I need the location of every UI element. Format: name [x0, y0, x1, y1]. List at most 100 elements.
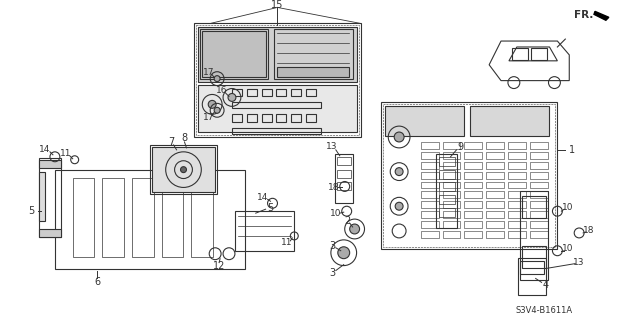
- Bar: [196, 25, 358, 135]
- Bar: [508, 162, 525, 169]
- Circle shape: [214, 76, 220, 82]
- Text: 10: 10: [561, 203, 573, 212]
- Bar: [530, 142, 547, 149]
- Bar: [465, 221, 482, 228]
- Bar: [381, 102, 557, 249]
- Bar: [465, 201, 482, 208]
- Bar: [465, 231, 482, 238]
- Circle shape: [395, 168, 403, 175]
- Bar: [443, 221, 460, 228]
- Bar: [150, 145, 217, 194]
- Bar: [39, 160, 61, 168]
- Text: 14: 14: [257, 193, 268, 202]
- Circle shape: [208, 100, 216, 108]
- Bar: [276, 89, 286, 96]
- Bar: [508, 191, 525, 198]
- Bar: [421, 182, 438, 189]
- Bar: [470, 106, 550, 136]
- Bar: [443, 142, 460, 149]
- Bar: [486, 191, 504, 198]
- Bar: [337, 170, 351, 178]
- Bar: [443, 162, 460, 169]
- Bar: [486, 231, 504, 238]
- Bar: [530, 211, 547, 218]
- Bar: [247, 89, 257, 96]
- Bar: [465, 191, 482, 198]
- Bar: [335, 154, 353, 203]
- Circle shape: [349, 224, 360, 234]
- Bar: [235, 211, 294, 251]
- Bar: [443, 172, 460, 179]
- Bar: [486, 152, 504, 159]
- Bar: [443, 231, 460, 238]
- Text: 16: 16: [216, 86, 228, 95]
- Text: 12: 12: [213, 261, 225, 271]
- Text: 11: 11: [60, 149, 72, 158]
- Bar: [232, 89, 242, 96]
- Bar: [291, 114, 301, 122]
- Bar: [421, 172, 438, 179]
- Bar: [518, 258, 545, 295]
- Text: 14: 14: [39, 145, 51, 154]
- Bar: [421, 231, 438, 238]
- Text: 7: 7: [168, 137, 175, 147]
- Bar: [278, 67, 349, 77]
- Bar: [132, 178, 154, 257]
- Bar: [198, 85, 356, 132]
- Bar: [508, 201, 525, 208]
- Bar: [39, 158, 61, 237]
- Bar: [198, 27, 356, 82]
- Bar: [530, 162, 547, 169]
- Bar: [443, 191, 460, 198]
- Bar: [337, 157, 351, 165]
- Text: 1: 1: [569, 145, 575, 155]
- Bar: [276, 114, 286, 122]
- Bar: [486, 201, 504, 208]
- Bar: [73, 178, 95, 257]
- Bar: [421, 162, 438, 169]
- Bar: [262, 89, 271, 96]
- Bar: [55, 170, 245, 269]
- Bar: [232, 102, 321, 108]
- Bar: [191, 178, 213, 257]
- Bar: [520, 261, 543, 274]
- Text: 10: 10: [330, 209, 342, 218]
- Text: 15: 15: [271, 0, 284, 11]
- Text: 5: 5: [28, 206, 35, 216]
- Bar: [443, 211, 460, 218]
- Bar: [486, 142, 504, 149]
- Bar: [530, 191, 547, 198]
- Bar: [443, 152, 460, 159]
- Bar: [530, 152, 547, 159]
- Bar: [508, 221, 525, 228]
- Bar: [508, 211, 525, 218]
- Text: 5: 5: [268, 203, 274, 213]
- Circle shape: [228, 93, 236, 101]
- Bar: [306, 89, 316, 96]
- Bar: [508, 142, 525, 149]
- Bar: [508, 231, 525, 238]
- Bar: [438, 195, 454, 204]
- Bar: [337, 182, 351, 190]
- Bar: [102, 178, 124, 257]
- Bar: [465, 182, 482, 189]
- Polygon shape: [594, 11, 609, 20]
- Bar: [443, 201, 460, 208]
- Bar: [530, 201, 547, 208]
- Bar: [531, 48, 547, 60]
- Bar: [438, 170, 454, 179]
- Bar: [195, 23, 360, 137]
- Bar: [522, 197, 545, 218]
- Text: S3V4-B1611A: S3V4-B1611A: [516, 306, 573, 315]
- Text: 3: 3: [330, 241, 336, 251]
- Bar: [421, 201, 438, 208]
- Bar: [232, 114, 242, 122]
- Text: 11: 11: [280, 238, 292, 247]
- Bar: [508, 172, 525, 179]
- Bar: [486, 182, 504, 189]
- Text: 2: 2: [344, 216, 351, 226]
- Bar: [486, 211, 504, 218]
- Bar: [465, 162, 482, 169]
- Bar: [508, 152, 525, 159]
- Bar: [512, 48, 528, 60]
